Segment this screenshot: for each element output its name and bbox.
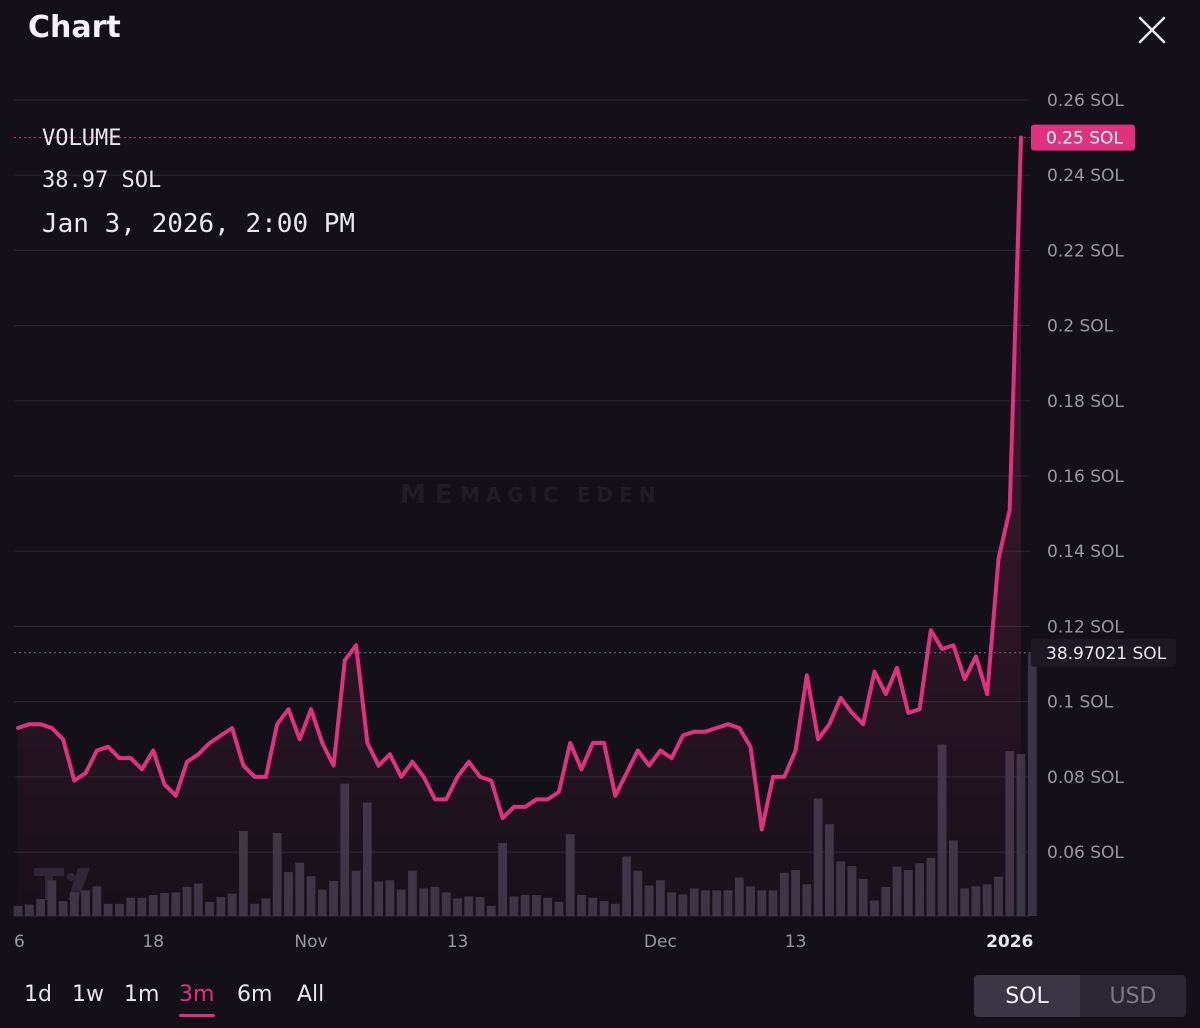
currency-option-usd[interactable]: USD bbox=[1109, 983, 1157, 1009]
info-date: Jan 3, 2026, 2:00 PM bbox=[42, 209, 355, 239]
price-label: 0.25 SOL bbox=[1046, 129, 1123, 149]
info-label: VOLUME bbox=[42, 126, 121, 151]
timeframe-1w[interactable]: 1w bbox=[72, 982, 104, 1007]
timeframe-3m[interactable]: 3m bbox=[179, 982, 215, 1007]
x-tick-label: 6 bbox=[14, 932, 25, 952]
timeframe-all[interactable]: All bbox=[297, 982, 325, 1007]
y-tick-label: 0.18 SOL bbox=[1047, 392, 1124, 412]
x-tick-label: 13 bbox=[785, 932, 807, 952]
volume-label: 38.97021 SOL bbox=[1046, 644, 1167, 664]
timeframe-1m[interactable]: 1m bbox=[124, 982, 160, 1007]
price-label-badge: 0.25 SOL bbox=[1031, 124, 1135, 151]
y-tick-label: 0.12 SOL bbox=[1047, 617, 1124, 637]
currency-option-sol[interactable]: SOL bbox=[974, 975, 1080, 1017]
x-tick-label: 18 bbox=[142, 932, 164, 952]
currency-toggle: SOL USD bbox=[974, 975, 1186, 1017]
y-tick-label: 0.06 SOL bbox=[1047, 843, 1124, 863]
page-title: Chart bbox=[28, 10, 121, 45]
volume-label-badge: 38.97021 SOL bbox=[1031, 638, 1176, 667]
y-tick-label: 0.14 SOL bbox=[1047, 542, 1124, 562]
price-line bbox=[16, 135, 1023, 832]
info-value: 38.97 SOL bbox=[42, 168, 161, 193]
watermark-text: MAGIC EDEN bbox=[460, 483, 662, 507]
y-tick-label: 0.24 SOL bbox=[1047, 166, 1124, 186]
volume-bar bbox=[1027, 652, 1037, 916]
magic-eden-watermark: M E MAGIC EDEN bbox=[400, 480, 662, 510]
x-tick-label: Nov bbox=[294, 932, 327, 952]
y-tick-label: 0.2 SOL bbox=[1047, 317, 1114, 337]
y-tick-label: 0.22 SOL bbox=[1047, 241, 1124, 261]
y-axis: 0.06 SOL 0.08 SOL 0.1 SOL 0.12 SOL 0.14 SOL 0… bbox=[1047, 91, 1124, 863]
timeframe-active-underline bbox=[179, 1014, 215, 1017]
y-tick-label: 0.08 SOL bbox=[1047, 768, 1124, 788]
y-tick-label: 0.26 SOL bbox=[1047, 91, 1124, 111]
timeframe-1d[interactable]: 1d bbox=[24, 982, 52, 1007]
x-tick-label: Dec bbox=[644, 932, 677, 952]
x-axis: 6 18 Nov 13 Dec 13 2026 bbox=[14, 932, 1033, 952]
x-tick-label: 2026 bbox=[986, 932, 1033, 952]
close-icon[interactable] bbox=[1130, 8, 1174, 52]
price-area bbox=[18, 137, 1021, 917]
y-tick-label: 0.1 SOL bbox=[1047, 693, 1114, 713]
info-overlay: VOLUME 38.97 SOL Jan 3, 2026, 2:00 PM bbox=[42, 126, 355, 239]
x-tick-label: 13 bbox=[447, 932, 469, 952]
y-tick-label: 0.16 SOL bbox=[1047, 467, 1124, 487]
magic-eden-logo-icon: M E bbox=[400, 480, 453, 510]
timeframe-6m[interactable]: 6m bbox=[237, 982, 273, 1007]
